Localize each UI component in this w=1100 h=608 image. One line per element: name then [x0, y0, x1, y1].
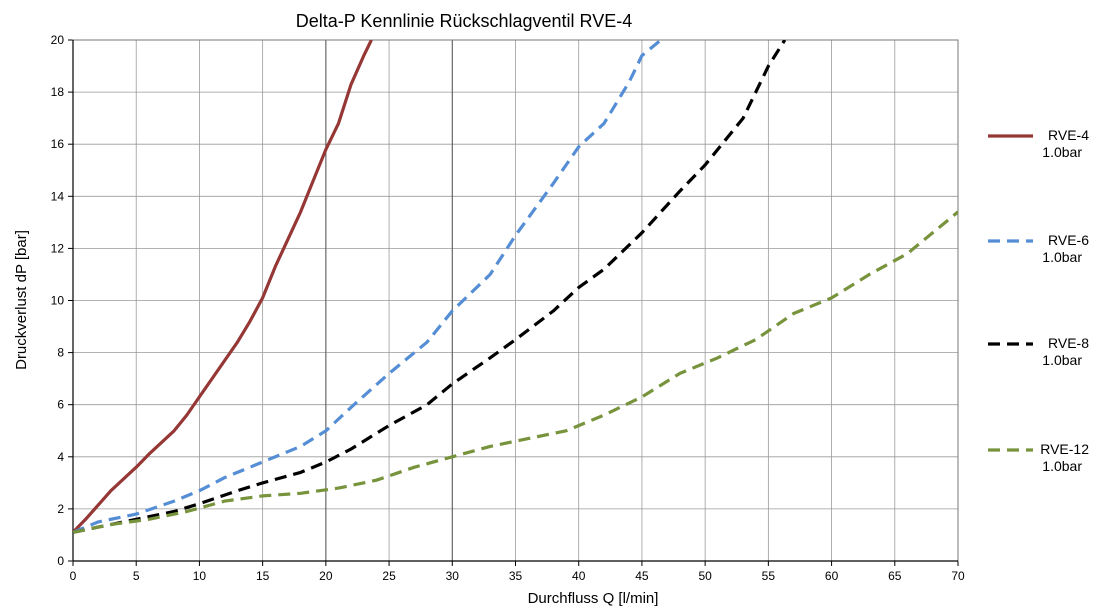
x-tick-label: 5	[133, 569, 140, 583]
legend-sublabel: 1.0bar	[1042, 144, 1082, 160]
x-tick-label: 60	[825, 569, 839, 583]
y-tick-label: 8	[57, 346, 64, 360]
y-tick-label: 6	[57, 398, 64, 412]
y-tick-label: 2	[57, 502, 64, 516]
y-tick-label: 18	[51, 85, 65, 99]
x-tick-label: 15	[256, 569, 270, 583]
y-tick-label: 12	[51, 241, 65, 255]
legend-label: RVE-8	[1048, 335, 1089, 351]
x-tick-label: 55	[762, 569, 776, 583]
x-tick-label: 20	[319, 569, 333, 583]
x-tick-label: 0	[70, 569, 77, 583]
legend-label: RVE-4	[1048, 127, 1089, 143]
legend-sublabel: 1.0bar	[1042, 352, 1082, 368]
gridlines	[73, 39, 959, 561]
legend-sublabel: 1.0bar	[1042, 249, 1082, 265]
series-lines	[73, 40, 958, 534]
series-line-rve-8	[73, 40, 787, 534]
legend-label: RVE-12	[1040, 441, 1089, 457]
x-tick-label: 35	[509, 569, 523, 583]
x-tick-label: 50	[698, 569, 712, 583]
y-tick-label: 10	[51, 294, 65, 308]
x-axis-title: Durchfluss Q [l/min]	[528, 590, 659, 607]
y-tick-label: 20	[51, 33, 65, 47]
y-tick-label: 4	[57, 450, 64, 464]
x-tick-label: 40	[572, 569, 586, 583]
y-tick-label: 14	[51, 189, 65, 203]
x-tick-label: 10	[193, 569, 207, 583]
x-tick-label: 70	[951, 569, 965, 583]
legend-sublabel: 1.0bar	[1042, 458, 1082, 474]
x-tick-label: 30	[446, 569, 460, 583]
x-tick-label: 45	[635, 569, 649, 583]
y-tick-label: 0	[57, 554, 64, 568]
axes: 0 2 4 6 8 10 12 14 16 18 20 0 5 10 15 20 25 30 35 40 45 50 55 6…	[51, 33, 965, 583]
series-line-rve-4	[73, 40, 373, 534]
y-tick-label: 16	[51, 137, 65, 151]
chart-title: Delta-P Kennlinie Rückschlagventil RVE-4	[296, 11, 633, 31]
x-tick-label: 65	[888, 569, 902, 583]
legend: RVE-41.0barRVE-61.0barRVE-81.0barRVE-121…	[988, 127, 1089, 474]
series-line-rve-12	[73, 210, 958, 534]
y-axis-title: Druckverlust dP [bar]	[13, 230, 30, 370]
legend-label: RVE-6	[1048, 232, 1089, 248]
x-tick-label: 25	[382, 569, 396, 583]
series-line-rve-6	[73, 40, 662, 534]
